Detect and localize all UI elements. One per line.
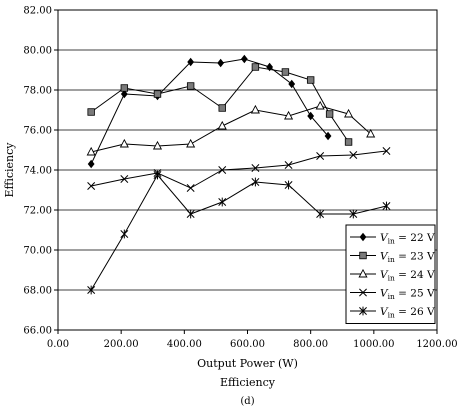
series-5 bbox=[87, 170, 391, 295]
data-point bbox=[87, 159, 95, 169]
x-tick-label: 600.00 bbox=[230, 339, 265, 350]
y-tick-label: 78.00 bbox=[23, 86, 52, 97]
data-point bbox=[87, 182, 96, 190]
data-point bbox=[284, 110, 294, 120]
y-axis-label: Efficiency bbox=[3, 142, 16, 198]
data-point bbox=[306, 76, 315, 84]
series-line bbox=[90, 58, 329, 165]
y-tick-label: 74.00 bbox=[23, 166, 52, 177]
data-point bbox=[284, 180, 293, 190]
y-tick-label: 70.00 bbox=[23, 246, 52, 257]
y-tick-label: 72.00 bbox=[23, 206, 52, 217]
data-point bbox=[359, 232, 367, 242]
legend-entry: Vin = 23 V bbox=[350, 250, 435, 264]
data-point bbox=[288, 79, 296, 89]
y-tick-label: 66.00 bbox=[23, 326, 52, 337]
data-point bbox=[349, 209, 358, 219]
series-layer bbox=[86, 54, 391, 295]
data-point bbox=[251, 63, 260, 71]
data-point bbox=[250, 104, 260, 114]
data-point bbox=[120, 89, 128, 99]
data-point bbox=[382, 147, 391, 155]
legend-entry: Vin = 25 V bbox=[350, 287, 435, 301]
data-point bbox=[186, 209, 195, 219]
data-point bbox=[251, 177, 260, 187]
data-point bbox=[120, 84, 129, 92]
series-line bbox=[90, 174, 387, 291]
data-point bbox=[218, 197, 227, 207]
data-point bbox=[349, 151, 358, 159]
data-point bbox=[359, 306, 367, 316]
data-point bbox=[218, 104, 226, 112]
x-tick-label: 1200.00 bbox=[416, 339, 457, 350]
series-4 bbox=[87, 147, 391, 192]
data-point bbox=[359, 251, 367, 260]
series-1 bbox=[87, 54, 332, 169]
data-point bbox=[382, 201, 391, 211]
series-line bbox=[90, 66, 349, 143]
panel-label: (d) bbox=[240, 396, 254, 407]
data-point bbox=[344, 108, 354, 118]
data-point bbox=[316, 209, 325, 219]
data-point bbox=[186, 138, 196, 148]
legend-label: Vin = 25 V bbox=[380, 287, 435, 301]
data-point bbox=[307, 111, 315, 121]
data-point bbox=[119, 138, 129, 148]
series-line bbox=[91, 150, 387, 189]
data-point bbox=[86, 146, 96, 156]
chart-caption: Efficiency bbox=[220, 376, 276, 389]
axis-ticks: 66.00 68.00 70.00 72.00 74.00 76.00 78.00 80.00… bbox=[23, 6, 457, 351]
data-point bbox=[120, 229, 129, 239]
data-point bbox=[251, 164, 260, 172]
series-line bbox=[91, 105, 372, 153]
y-tick-label: 82.00 bbox=[23, 6, 52, 17]
data-point bbox=[359, 288, 367, 297]
data-point bbox=[284, 161, 293, 169]
x-tick-label: 400.00 bbox=[167, 339, 202, 350]
x-tick-label: 200.00 bbox=[104, 339, 139, 350]
data-point bbox=[218, 166, 227, 174]
y-tick-label: 68.00 bbox=[23, 286, 52, 297]
legend: Vin = 22 V Vin = 23 V Vin = 24 V Vin = 25 V… bbox=[345, 224, 436, 324]
x-tick-label: 1000.00 bbox=[353, 339, 394, 350]
legend-entry: Vin = 24 V bbox=[350, 268, 435, 283]
data-point bbox=[266, 62, 274, 72]
data-point bbox=[358, 268, 368, 278]
data-point bbox=[186, 184, 195, 192]
legend-label: Vin = 24 V bbox=[380, 269, 435, 283]
data-point bbox=[187, 57, 195, 67]
x-tick-label: 800.00 bbox=[293, 339, 328, 350]
data-point bbox=[344, 138, 353, 146]
data-point bbox=[281, 68, 290, 76]
legend-label: Vin = 23 V bbox=[380, 250, 435, 264]
y-tick-label: 76.00 bbox=[23, 126, 52, 137]
data-point bbox=[366, 128, 376, 138]
data-point bbox=[153, 90, 162, 98]
legend-label: Vin = 22 V bbox=[380, 232, 435, 246]
x-tick-label: 0.00 bbox=[47, 339, 69, 350]
data-point bbox=[325, 110, 334, 118]
data-point bbox=[217, 120, 227, 130]
data-point bbox=[217, 58, 225, 68]
data-point bbox=[87, 108, 95, 116]
data-point bbox=[316, 152, 325, 160]
data-point bbox=[152, 140, 163, 150]
data-point bbox=[186, 82, 195, 90]
data-point bbox=[240, 54, 248, 64]
data-point bbox=[153, 170, 162, 180]
data-point bbox=[315, 100, 325, 110]
series-2 bbox=[87, 63, 353, 146]
data-point bbox=[324, 131, 332, 141]
data-point bbox=[120, 175, 129, 183]
legend-entry: Vin = 22 V bbox=[350, 232, 435, 246]
data-point bbox=[87, 285, 96, 295]
legend-entry: Vin = 26 V bbox=[350, 306, 435, 320]
series-3 bbox=[86, 100, 376, 156]
y-tick-label: 80.00 bbox=[23, 46, 52, 57]
legend-label: Vin = 26 V bbox=[380, 306, 435, 320]
x-axis-label: Output Power (W) bbox=[197, 357, 298, 370]
